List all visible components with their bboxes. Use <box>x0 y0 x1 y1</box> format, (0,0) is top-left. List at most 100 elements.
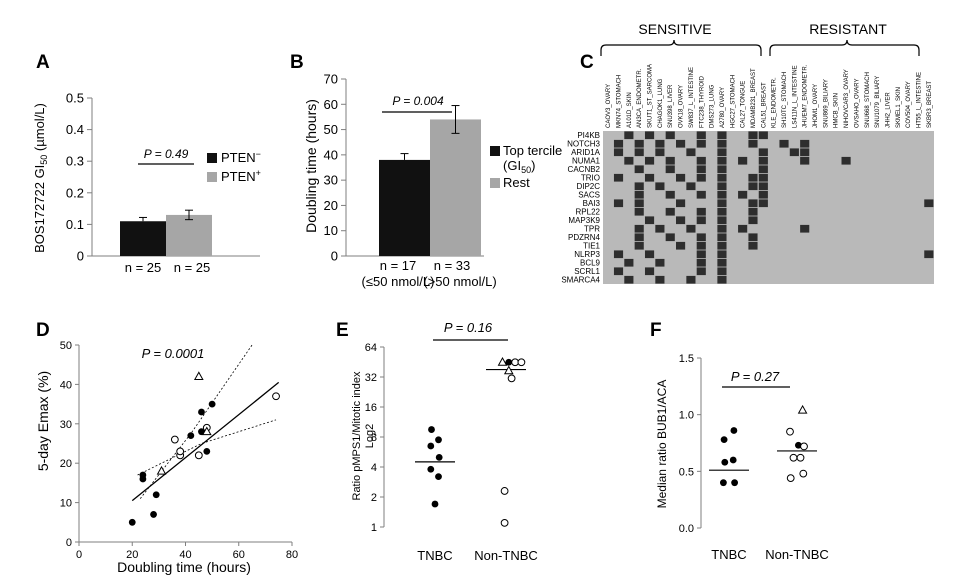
panel-b-n-label-1: n = 17 <box>380 258 417 273</box>
data-point <box>176 447 185 456</box>
panel-a-legend-2: PTEN+ <box>221 168 261 184</box>
heatmap-cell <box>655 275 665 284</box>
data-point <box>795 441 802 449</box>
cell-line-label: MKN74_STOMACH <box>617 75 623 128</box>
data-point <box>194 451 203 460</box>
heatmap-cell <box>717 250 727 259</box>
y-tick-label: 16 <box>365 402 377 414</box>
data-point <box>729 456 737 464</box>
y-tick-label: 10 <box>324 223 338 238</box>
heatmap-cell <box>613 148 624 157</box>
panel-f: F Median ratio BUB1/ACA P = 0.27 0.0 0.5 1… <box>650 320 829 562</box>
heatmap-cell <box>748 233 758 242</box>
heatmap-cell <box>644 131 655 140</box>
heatmap-cell <box>696 165 706 174</box>
panel-c-letter: C <box>580 52 594 73</box>
cell-line-label: OVK18_OVARY <box>679 85 685 128</box>
data-point <box>730 427 738 434</box>
panel-b-ylabel: Doubling time (hours) <box>303 99 319 233</box>
cell-line-label: A101D_SKIN <box>627 92 633 128</box>
bar-2 <box>166 214 212 256</box>
data-point <box>272 392 280 401</box>
heatmap-cell <box>634 182 644 191</box>
cell-line-label: JHOM1_OVARY <box>813 84 819 128</box>
heatmap-cell <box>696 267 706 276</box>
heatmap-cell <box>717 275 727 284</box>
heatmap-cell <box>717 241 727 250</box>
heatmap-cell <box>717 182 727 191</box>
data-point <box>497 357 508 366</box>
heatmap-cell <box>800 148 810 157</box>
cell-line-label: SNU869_BILIARY <box>823 79 829 128</box>
y-tick-label: 30 <box>60 419 72 431</box>
data-point <box>500 487 509 495</box>
heatmap-cell <box>717 216 727 225</box>
heatmap-cell <box>613 250 624 259</box>
y-tick-label: 0 <box>66 537 72 549</box>
data-point <box>208 400 216 408</box>
gene-label: SACS <box>578 191 600 200</box>
heatmap-cell <box>696 173 706 182</box>
cell-line-label: JHUEM7_ENDOMETR. <box>803 64 809 128</box>
heatmap-cell <box>717 190 727 199</box>
heatmap-cell <box>758 131 768 140</box>
panel-f-ylabel: Median ratio BUB1/ACA <box>655 380 669 509</box>
cell-line-label: CHAGOK1_LUNG <box>658 78 664 128</box>
ci-upper-line <box>139 344 253 499</box>
heatmap-cell <box>696 250 706 259</box>
panel-a-letter: A <box>36 52 50 73</box>
heatmap-cell <box>748 241 758 250</box>
panel-c-heatmap <box>603 131 934 284</box>
gene-label: NLRP3 <box>574 250 600 259</box>
heatmap-cell <box>696 241 706 250</box>
cell-line-label: MDAMB231_BREAST <box>751 68 757 128</box>
gene-label: NUMA1 <box>572 157 601 166</box>
panel-d-plot: 0 10 20 30 40 50 0 20 40 60 80 <box>60 340 298 561</box>
heatmap-cell <box>841 156 851 165</box>
heatmap-cell <box>644 267 655 276</box>
heatmap-cell <box>686 224 696 233</box>
panel-b-legend-2: Rest <box>503 175 530 190</box>
data-point <box>507 374 516 383</box>
panel-a-legend-swatch-gray <box>207 172 217 182</box>
heatmap-cell <box>717 199 727 208</box>
heatmap-cell <box>686 182 696 191</box>
data-point <box>139 471 147 479</box>
panel-c-group-resistant: RESISTANT <box>809 21 887 37</box>
panel-e: E Ratio pMPS1/Mitotic index Log2 P = 0.1… <box>336 320 538 563</box>
heatmap-cell <box>758 148 768 157</box>
regression-line <box>131 381 280 502</box>
data-point <box>731 479 738 487</box>
cell-line-label: COV504_OVARY <box>906 81 912 128</box>
data-point <box>721 458 729 466</box>
cell-line-label: CAL51_BREAST <box>761 82 767 128</box>
cell-line-label: HGC27_STOMACH <box>730 75 736 128</box>
heatmap-cell <box>624 131 634 140</box>
y-tick-label: 32 <box>365 372 377 384</box>
heatmap-cell <box>696 156 706 165</box>
heatmap-cell <box>665 131 675 140</box>
gene-label: MAP3K9 <box>568 216 600 225</box>
data-point <box>203 447 211 455</box>
panel-a: A BOS172722 GI50 (µmol/L) 00.10.20.30.40… <box>32 52 261 275</box>
heatmap-cell <box>717 156 727 165</box>
category-label: TNBC <box>417 548 452 563</box>
panel-f-plot: 0.0 0.5 1.0 1.5 TNBC Non-TNBC <box>679 353 829 562</box>
heatmap-cell <box>634 190 644 199</box>
data-point <box>720 436 728 443</box>
x-tick-label: 0 <box>76 549 82 561</box>
panel-d-ylabel: 5-day Emax (%) <box>35 371 51 471</box>
data-point <box>427 442 435 450</box>
bar-1 <box>120 221 166 256</box>
heatmap-background <box>603 131 934 284</box>
panel-b-p-value: P = 0.004 <box>392 94 444 108</box>
data-point <box>193 371 204 381</box>
heatmap-cell <box>748 216 758 225</box>
panel-e-p-value: P = 0.16 <box>444 320 493 335</box>
data-point <box>517 358 526 367</box>
heatmap-cell <box>696 233 706 242</box>
heatmap-cell <box>748 182 758 191</box>
y-tick-label: 0.2 <box>66 185 84 200</box>
panel-b-legend-1-gi: (GI50) <box>503 158 535 175</box>
heatmap-cell <box>676 199 686 208</box>
